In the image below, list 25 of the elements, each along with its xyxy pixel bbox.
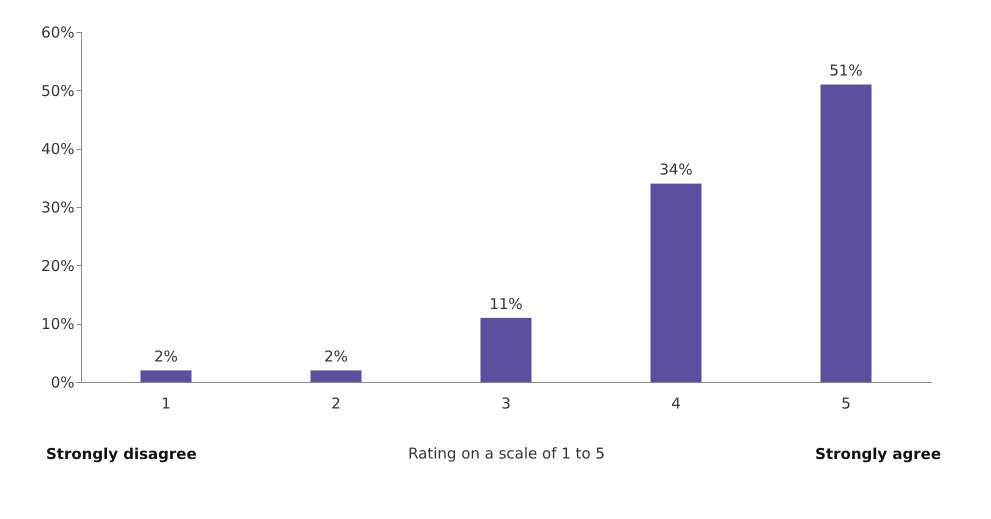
y-tick-label: 10% [41, 315, 74, 334]
bar [310, 370, 362, 382]
data-label: 11% [489, 294, 523, 313]
y-tick-label: 40% [41, 140, 74, 158]
text: Strongly disagree [46, 445, 197, 463]
bar [480, 318, 532, 382]
y-tick-label: 60% [41, 24, 74, 42]
data-label: 34% [659, 160, 693, 179]
y-tick-label: 30% [41, 198, 74, 216]
x-tick-label: 1 [161, 394, 171, 412]
y-tick-label: 50% [41, 82, 74, 100]
x-axis-title: Rating on a scale of 1 to 5 [408, 444, 605, 462]
text: Strongly agree [815, 445, 941, 463]
data-label: 2% [154, 347, 178, 366]
y-tick-label: 0% [50, 374, 74, 392]
x-tick-label: 4 [671, 394, 681, 412]
bar [820, 84, 872, 382]
x-tick-label: 5 [841, 394, 851, 412]
x-tick-label: 2 [331, 394, 341, 412]
bar [650, 184, 702, 382]
data-label: 51% [829, 62, 863, 80]
bar [140, 370, 192, 382]
data-label: 2% [324, 347, 348, 366]
y-tick-label: 20% [41, 256, 74, 275]
x-tick-label: 3 [501, 394, 511, 412]
